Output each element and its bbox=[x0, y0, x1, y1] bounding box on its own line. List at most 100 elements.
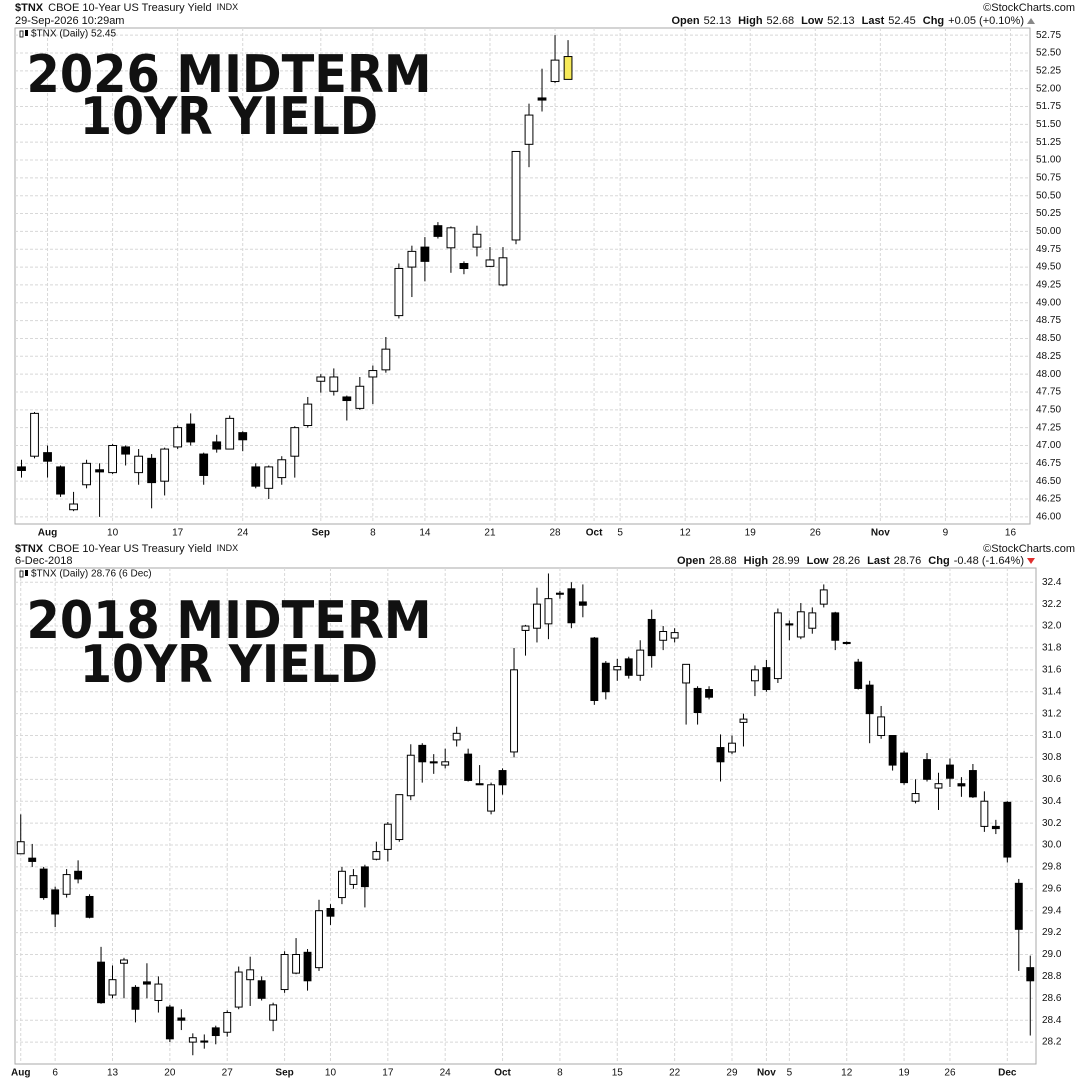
y-tick-label: 29.6 bbox=[1042, 883, 1062, 894]
candle-body bbox=[381, 348, 391, 371]
candle-body bbox=[97, 961, 105, 1004]
legend-icon bbox=[25, 570, 28, 576]
candle-body bbox=[487, 784, 496, 812]
legend-icon bbox=[19, 570, 24, 578]
symbol-header: $TNX CBOE 10-Year US Treasury Yield INDX bbox=[15, 2, 238, 14]
y-tick-label: 51.00 bbox=[1036, 155, 1061, 166]
x-tick-label: 15 bbox=[612, 1068, 624, 1079]
candle-body bbox=[563, 56, 573, 80]
candle-body bbox=[212, 441, 222, 450]
candle-body bbox=[647, 618, 656, 657]
x-tick-label: 21 bbox=[484, 528, 496, 539]
y-tick-label: 31.2 bbox=[1042, 708, 1062, 719]
candle-body bbox=[251, 466, 261, 487]
candle-body bbox=[877, 716, 886, 737]
candle-body bbox=[716, 747, 725, 763]
candle-body bbox=[269, 1004, 278, 1021]
candle-body bbox=[223, 1012, 232, 1033]
y-tick-label: 49.50 bbox=[1036, 262, 1061, 273]
y-tick-label: 49.25 bbox=[1036, 280, 1061, 291]
candle-body bbox=[888, 735, 897, 766]
y-tick-label: 30.4 bbox=[1042, 796, 1062, 807]
y-tick-label: 29.0 bbox=[1042, 949, 1062, 960]
quote-label: Last bbox=[867, 555, 890, 567]
x-tick-label: 20 bbox=[164, 1068, 176, 1079]
candle-body bbox=[56, 466, 65, 495]
candle-body bbox=[395, 794, 404, 841]
candle-body bbox=[1026, 967, 1035, 982]
candle-body bbox=[173, 427, 183, 448]
candle-body bbox=[372, 851, 381, 860]
x-tick-label: 5 bbox=[617, 528, 623, 539]
candle-body bbox=[292, 954, 301, 974]
candle-body bbox=[1014, 882, 1023, 930]
x-tick-label: 26 bbox=[944, 1068, 956, 1079]
y-tick-label: 50.50 bbox=[1036, 190, 1061, 201]
y-tick-label: 52.00 bbox=[1036, 83, 1061, 94]
chart-subtitle: 10YR YIELD bbox=[80, 635, 378, 695]
candle-body bbox=[131, 986, 140, 1010]
credit: ©StockCharts.com bbox=[983, 2, 1075, 14]
candle-body bbox=[441, 761, 450, 766]
x-tick-label: 19 bbox=[745, 528, 757, 539]
candle-body bbox=[498, 770, 507, 786]
candle-body bbox=[277, 459, 287, 479]
candle-body bbox=[316, 376, 326, 382]
candle-body bbox=[550, 59, 560, 83]
candle-body bbox=[16, 841, 25, 855]
x-tick-label: 29 bbox=[726, 1068, 738, 1079]
candle-body bbox=[796, 611, 805, 638]
x-tick-label: 12 bbox=[680, 528, 692, 539]
candle-body bbox=[368, 370, 378, 378]
candle-body bbox=[290, 427, 300, 457]
quote-value: 28.88 bbox=[709, 555, 737, 567]
candle-body bbox=[28, 857, 37, 862]
x-tick-label: Nov bbox=[757, 1068, 776, 1079]
candle-body bbox=[264, 466, 274, 489]
candle-body bbox=[842, 641, 851, 645]
candle-body bbox=[808, 612, 817, 629]
y-tick-label: 32.0 bbox=[1042, 621, 1062, 632]
x-tick-label: Aug bbox=[38, 528, 57, 539]
y-tick-label: 52.50 bbox=[1036, 48, 1061, 59]
candle-body bbox=[452, 732, 461, 741]
candle-body bbox=[134, 455, 144, 474]
candle-body bbox=[154, 983, 163, 1001]
y-tick-label: 48.25 bbox=[1036, 351, 1061, 362]
candle-body bbox=[329, 376, 339, 392]
symbol-name: CBOE 10-Year US Treasury Yield bbox=[48, 543, 211, 555]
candle-body bbox=[659, 631, 668, 641]
candle-body bbox=[355, 385, 365, 409]
y-tick-label: 29.8 bbox=[1042, 862, 1062, 873]
candle-body bbox=[43, 452, 52, 462]
candle-body bbox=[188, 1037, 197, 1043]
candle-body bbox=[475, 783, 484, 786]
candle-body bbox=[567, 588, 576, 624]
candle-body bbox=[234, 971, 243, 1008]
candle-body bbox=[95, 469, 104, 473]
candle-body bbox=[199, 453, 209, 476]
x-tick-label: 12 bbox=[841, 1068, 853, 1079]
date: 6-Dec-2018 bbox=[15, 555, 72, 567]
x-tick-label: 8 bbox=[557, 1068, 563, 1079]
quote-label: Last bbox=[862, 15, 885, 27]
quote-label: Low bbox=[807, 555, 829, 567]
quote-value: 52.45 bbox=[888, 15, 916, 27]
candle-body bbox=[225, 417, 235, 450]
candle-body bbox=[854, 661, 863, 689]
quote-value: 52.13 bbox=[827, 15, 855, 27]
x-tick-label: Nov bbox=[871, 528, 890, 539]
candle-body bbox=[923, 759, 931, 780]
candle-body bbox=[762, 667, 771, 691]
candle-body bbox=[533, 603, 541, 629]
candle-body bbox=[383, 823, 392, 850]
x-tick-label: Oct bbox=[494, 1068, 511, 1079]
candle-body bbox=[544, 598, 553, 625]
candle-body bbox=[624, 658, 633, 676]
candle-body bbox=[601, 662, 610, 693]
candle-body bbox=[946, 764, 954, 779]
y-tick-label: 28.4 bbox=[1042, 1015, 1062, 1026]
candle-body bbox=[82, 462, 91, 486]
y-tick-label: 51.50 bbox=[1036, 119, 1061, 130]
